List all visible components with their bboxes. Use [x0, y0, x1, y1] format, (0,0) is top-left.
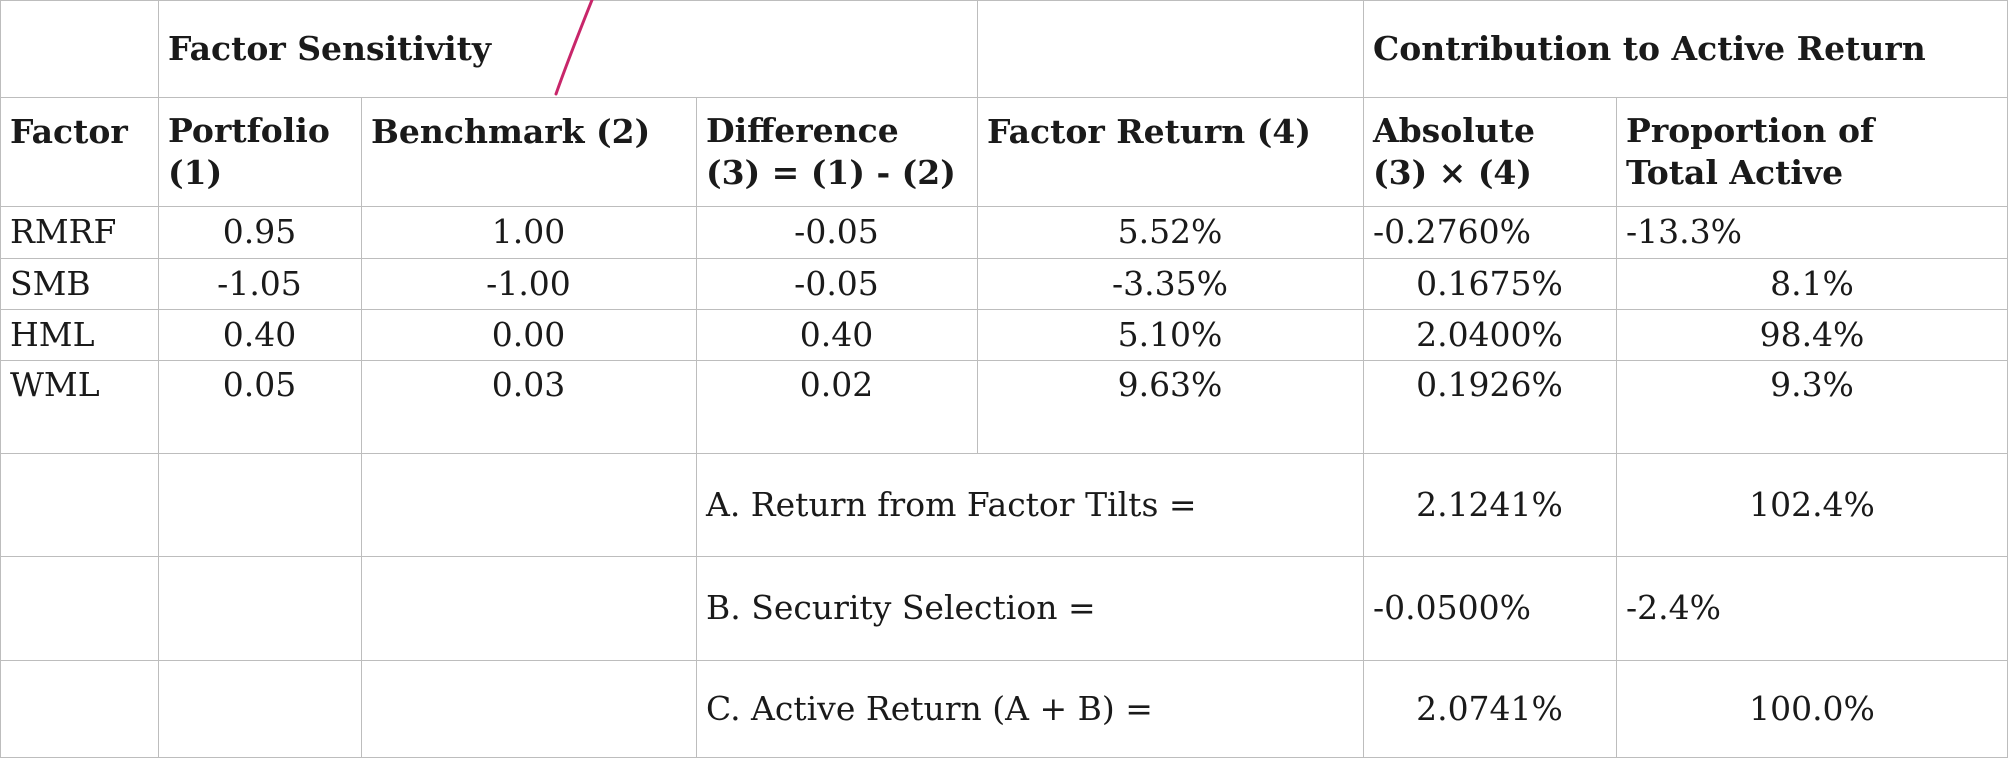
table-cell-benchmark: 0.03 — [491, 365, 566, 404]
table-cell-proportion: 9.3% — [1770, 365, 1854, 404]
grid-line — [0, 258, 2008, 259]
table-cell-difference: 0.02 — [799, 365, 874, 404]
table-cell-proportion: -13.3% — [1626, 212, 1742, 251]
summary-label-active-return: C. Active Return (A + B) = — [706, 688, 1153, 728]
table-cell-factor-return: -3.35% — [1112, 263, 1228, 303]
grid-line — [0, 660, 2008, 661]
grid-line — [158, 0, 159, 758]
table-cell-portfolio: 0.40 — [222, 314, 297, 354]
table-row-factor: WML — [10, 365, 100, 404]
table-cell-factor-return: 5.52% — [1117, 212, 1223, 251]
col-header-proportion-line2: Total Active — [1626, 152, 1844, 192]
table-cell-portfolio: -1.05 — [217, 263, 302, 303]
table-cell-difference: -0.05 — [794, 212, 879, 251]
col-header-proportion: Proportion of Total Active — [1616, 97, 2008, 206]
table-cell-difference: -0.05 — [794, 263, 879, 303]
col-header-portfolio: Portfolio (1) — [158, 97, 361, 206]
col-header-absolute-line1: Absolute — [1373, 110, 1536, 150]
grid-line — [0, 97, 2008, 98]
col-header-difference-line1: Difference — [706, 110, 899, 150]
col-header-benchmark: Benchmark (2) — [371, 112, 651, 151]
grid-line — [0, 453, 2008, 454]
table-cell-absolute: 0.1675% — [1416, 263, 1563, 303]
table-cell-benchmark: 0.00 — [491, 314, 566, 354]
table-cell-proportion: 98.4% — [1759, 314, 1865, 354]
table-cell-benchmark: -1.00 — [486, 263, 571, 303]
grid-line — [0, 206, 2008, 207]
col-header-absolute: Absolute (3) × (4) — [1363, 97, 1616, 206]
grid-line — [0, 0, 1, 758]
col-header-proportion-line1: Proportion of — [1626, 110, 1875, 150]
col-header-difference: Difference (3) = (1) - (2) — [696, 97, 977, 206]
table-cell-portfolio: 0.05 — [222, 365, 297, 404]
col-header-portfolio-line2: (1) — [168, 152, 223, 192]
table-cell-absolute: 0.1926% — [1416, 365, 1563, 404]
table-cell-absolute: -0.2760% — [1373, 212, 1531, 251]
group-header-contribution: Contribution to Active Return — [1373, 28, 1926, 68]
grid-line — [696, 97, 697, 758]
grid-line — [977, 0, 978, 453]
summary-proportion-active-return: 100.0% — [1749, 688, 1875, 728]
table-cell-proportion: 8.1% — [1770, 263, 1854, 303]
table-cell-benchmark: 1.00 — [491, 212, 566, 251]
grid-line — [0, 0, 2008, 1]
grid-line — [0, 556, 2008, 557]
summary-proportion-factor-tilts: 102.4% — [1749, 484, 1875, 524]
table-cell-factor-return: 5.10% — [1117, 314, 1223, 354]
table-row-factor: HML — [10, 314, 95, 354]
table-cell-difference: 0.40 — [799, 314, 874, 354]
table-row-factor: RMRF — [10, 212, 117, 251]
table-cell-factor-return: 9.63% — [1117, 365, 1223, 404]
grid-line — [1363, 0, 1364, 758]
table-cell-portfolio: 0.95 — [222, 212, 297, 251]
col-header-difference-line2: (3) = (1) - (2) — [706, 152, 956, 192]
summary-label-security-selection: B. Security Selection = — [706, 588, 1096, 627]
grid-line — [0, 309, 2008, 310]
summary-absolute-active-return: 2.0741% — [1416, 688, 1563, 728]
table-row-factor: SMB — [10, 263, 91, 303]
grid-line — [361, 97, 362, 758]
grid-line — [0, 360, 2008, 361]
col-header-factor-return: Factor Return (4) — [987, 112, 1311, 151]
grid-line — [1616, 97, 1617, 758]
table-cell-absolute: 2.0400% — [1416, 314, 1563, 354]
group-header-factor-sensitivity: Factor Sensitivity — [168, 28, 492, 68]
col-header-factor: Factor — [10, 112, 128, 151]
summary-absolute-security-selection: -0.0500% — [1373, 588, 1531, 627]
summary-absolute-factor-tilts: 2.1241% — [1416, 484, 1563, 524]
col-header-portfolio-line1: Portfolio — [168, 110, 330, 150]
summary-proportion-security-selection: -2.4% — [1626, 588, 1721, 627]
col-header-absolute-line2: (3) × (4) — [1373, 152, 1533, 192]
summary-label-factor-tilts: A. Return from Factor Tilts = — [706, 484, 1197, 524]
